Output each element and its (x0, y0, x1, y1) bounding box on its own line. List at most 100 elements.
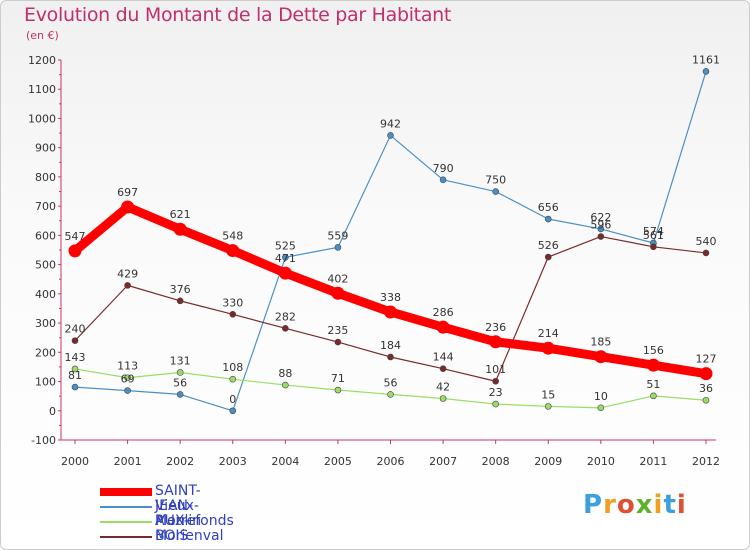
data-point (331, 286, 345, 300)
y-tick-label: 1100 (28, 83, 56, 96)
data-point (439, 365, 447, 372)
data-point (544, 253, 552, 261)
x-tick-label: 2005 (324, 455, 352, 468)
data-label: 790 (433, 162, 454, 175)
data-label: 42 (436, 380, 450, 393)
data-label: 525 (275, 239, 296, 252)
chart-unit: (en €) (26, 29, 59, 42)
y-tick-label: 800 (35, 171, 56, 184)
data-point (387, 132, 394, 139)
data-label: 402 (327, 272, 348, 285)
data-point (594, 350, 608, 364)
data-point (492, 188, 499, 195)
data-point (229, 375, 237, 383)
data-point (282, 325, 289, 332)
data-label: 88 (278, 367, 292, 380)
data-point (173, 222, 187, 236)
legend-label: SAINT-JEAN-AUX-BOIS (155, 483, 201, 544)
data-point (439, 176, 447, 184)
data-point (176, 369, 184, 376)
x-tick-label: 2008 (482, 455, 510, 468)
data-label: 621 (170, 208, 191, 221)
data-label: 376 (170, 283, 191, 296)
chart-axes: -100010020030040050060070080090010001100… (28, 54, 720, 468)
legend-swatch (100, 488, 152, 496)
x-tick-label: 2009 (534, 455, 562, 468)
legend-swatch (100, 506, 152, 508)
data-label: 71 (331, 372, 345, 385)
data-label: 330 (222, 296, 243, 309)
legend-label: Pierrefonds (155, 513, 234, 529)
data-point (387, 391, 394, 398)
data-label: 548 (222, 230, 243, 243)
data-labels: 81 69 56 0 525 559 942 790 750 656 622 574 1161 143 11… (65, 53, 721, 405)
data-point (124, 282, 131, 289)
y-tick-label: -100 (31, 434, 56, 447)
y-tick-label: 400 (35, 288, 56, 301)
data-label: 1161 (692, 53, 720, 66)
legend-label: Morienval (155, 528, 224, 544)
data-point (124, 387, 131, 394)
data-label: 240 (65, 323, 86, 336)
y-tick-label: 600 (35, 229, 56, 242)
data-label: 185 (590, 336, 611, 349)
y-tick-label: 700 (35, 200, 56, 213)
y-tick-label: 1200 (28, 54, 56, 67)
data-label: 127 (696, 353, 717, 366)
data-label: 10 (594, 390, 608, 403)
data-point (384, 305, 397, 319)
data-label: 559 (327, 229, 348, 242)
series-layer (68, 68, 713, 415)
data-point (282, 254, 289, 261)
data-point (71, 383, 79, 391)
data-label: 23 (489, 386, 503, 399)
data-label: 69 (121, 373, 135, 386)
data-point (702, 68, 710, 75)
data-point (544, 215, 552, 223)
data-label: 942 (380, 117, 401, 130)
data-point (650, 392, 657, 400)
data-point (597, 404, 605, 412)
data-point (334, 338, 342, 346)
data-label: 656 (538, 201, 559, 214)
data-label: 471 (275, 252, 296, 265)
data-label: 51 (646, 378, 660, 391)
data-label: 561 (643, 229, 664, 242)
y-tick-label: 200 (35, 346, 56, 359)
data-label: 36 (699, 382, 713, 395)
data-label: 750 (485, 174, 506, 187)
data-point (121, 200, 135, 214)
data-point (176, 297, 184, 305)
data-point (226, 244, 240, 258)
data-label: 540 (696, 235, 717, 248)
data-label: 214 (538, 327, 559, 340)
data-label: 0 (229, 393, 236, 406)
data-point (492, 400, 499, 408)
data-label: 338 (380, 291, 401, 304)
y-tick-label: 900 (35, 142, 56, 155)
data-label: 547 (65, 230, 86, 243)
data-point (71, 337, 79, 344)
data-label: 574 (643, 225, 664, 238)
data-label: 56 (384, 376, 398, 389)
data-label: 526 (538, 239, 559, 252)
data-label: 156 (643, 344, 664, 357)
data-point (68, 244, 82, 258)
data-point (229, 311, 237, 318)
data-point (278, 266, 292, 280)
data-label: 236 (485, 321, 506, 334)
y-tick-label: 500 (35, 259, 56, 272)
y-tick-label: 100 (35, 376, 56, 389)
legend-swatch (100, 521, 152, 523)
data-point (699, 367, 713, 381)
data-point (541, 341, 555, 355)
data-point (489, 335, 503, 349)
data-label: 596 (590, 219, 611, 232)
x-tick-label: 2011 (639, 455, 667, 468)
data-point (650, 243, 657, 251)
data-point (334, 386, 342, 394)
x-tick-label: 2002 (166, 455, 194, 468)
data-point (702, 249, 710, 257)
